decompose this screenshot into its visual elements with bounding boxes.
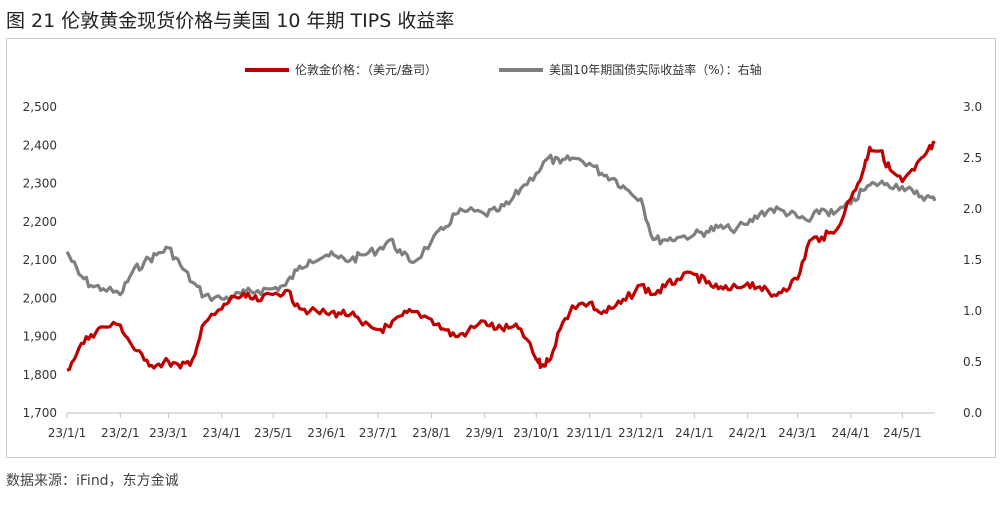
y-right-tick-label: 2.5	[963, 151, 982, 165]
y-left-tick-label: 1,900	[23, 330, 57, 344]
x-tick-label: 23/1/1	[48, 426, 87, 440]
chart-frame: 23/1/1 23/2/1 23/3/1 23/4/1 23/5/1 23/6/1 23/7…	[6, 38, 996, 458]
y-right-tick-label: 0.0	[963, 406, 982, 420]
x-tick-label: 23/12/1	[618, 426, 664, 440]
x-tick-label: 23/9/1	[465, 426, 504, 440]
y-left-tick-label: 2,500	[23, 100, 57, 114]
x-tick-label: 23/5/1	[254, 426, 293, 440]
x-tick-label: 23/6/1	[307, 426, 346, 440]
series-line-tips	[65, 153, 937, 302]
y-left-tick-label: 1,700	[23, 406, 57, 420]
x-tick-label: 24/2/1	[728, 426, 767, 440]
legend-label-tips: 美国10年期国债实际收益率（%）：右轴	[549, 62, 762, 77]
data-source: 数据来源：iFind，东方金诚	[6, 473, 179, 489]
y-right-tick-label: 1.0	[963, 304, 982, 318]
x-tick-label: 23/8/1	[412, 426, 451, 440]
x-tick-label: 23/4/1	[202, 426, 241, 440]
x-tick-label: 23/2/1	[101, 426, 140, 440]
x-tick-label: 23/11/1	[566, 426, 612, 440]
y-left-tick-label: 2,200	[23, 215, 57, 229]
y-left-tick-label: 2,300	[23, 177, 57, 191]
x-tick-label: 23/3/1	[149, 426, 188, 440]
y-left-tick-label: 2,100	[23, 253, 57, 267]
series-line-gold	[66, 140, 936, 372]
x-tick-label: 24/3/1	[778, 426, 817, 440]
y-left-tick-label: 2,000	[23, 291, 57, 305]
y-right-tick-label: 1.5	[963, 253, 982, 267]
y-right-tick-label: 3.0	[963, 100, 982, 114]
y-right-tick-label: 2.0	[963, 202, 982, 216]
x-tick-label: 24/1/1	[675, 426, 714, 440]
line-chart: 23/1/1 23/2/1 23/3/1 23/4/1 23/5/1 23/6/1 23/7…	[23, 62, 982, 440]
y-right-tick-label: 0.5	[963, 355, 982, 369]
x-tick-label: 23/10/1	[513, 426, 559, 440]
x-tick-label: 24/5/1	[883, 426, 922, 440]
legend-label-gold: 伦敦金价格：（美元/盎司）	[295, 62, 437, 77]
chart-title: 图 21 伦敦黄金现货价格与美国 10 年期 TIPS 收益率	[6, 10, 455, 32]
x-tick-label: 24/4/1	[831, 426, 870, 440]
x-tick-label: 23/7/1	[359, 426, 398, 440]
y-left-tick-label: 2,400	[23, 138, 57, 152]
y-left-tick-label: 1,800	[23, 368, 57, 382]
